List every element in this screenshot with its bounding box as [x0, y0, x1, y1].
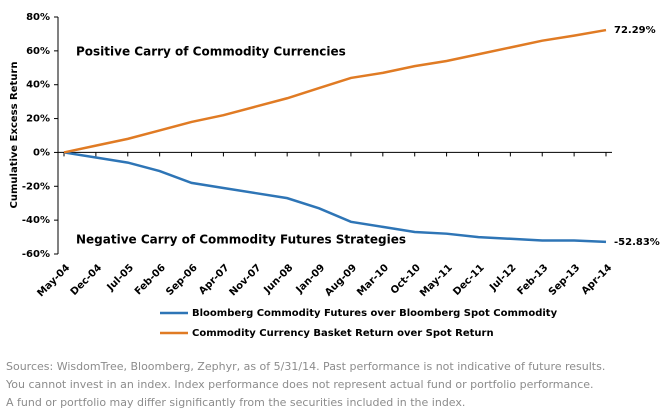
x-tick-label: May-04 — [35, 262, 72, 299]
y-axis-title: Cumulative Excess Return — [9, 62, 20, 209]
y-tick-label: 40% — [26, 80, 50, 91]
y-tick-label: 20% — [26, 114, 50, 125]
y-tick-label: -40% — [22, 215, 50, 226]
x-tick-label: Sep-13 — [547, 262, 583, 298]
footnote: A fund or portfolio may differ significa… — [6, 396, 465, 409]
legend-label: Bloomberg Commodity Futures over Bloombe… — [192, 308, 558, 319]
legend-label: Commodity Currency Basket Return over Sp… — [192, 328, 494, 339]
y-tick-label: 60% — [26, 46, 50, 57]
y-tick-label: -60% — [22, 249, 50, 260]
x-tick-label: Aug-09 — [323, 262, 359, 298]
line — [63, 28, 607, 154]
x-tick-label: Sep-06 — [164, 262, 200, 298]
annotation: Negative Carry of Commodity Futures Stra… — [76, 233, 406, 247]
x-tick-label: Apr-07 — [197, 262, 232, 297]
x-tick-label: May-11 — [418, 262, 455, 299]
x-tick-label: Jul-12 — [487, 262, 518, 293]
y-tick-label: 80% — [26, 12, 50, 23]
footnote: Sources: WisdomTree, Bloomberg, Zephyr, … — [6, 360, 605, 373]
x-tick-label: Feb-06 — [133, 262, 168, 297]
x-tick-label: Apr-14 — [580, 262, 615, 297]
y-tick-label: 0% — [33, 147, 50, 158]
annotation: Positive Carry of Commodity Currencies — [76, 45, 346, 59]
x-tick-label: Mar-10 — [355, 262, 391, 298]
x-tick-label: Jul-05 — [105, 262, 136, 293]
x-tick-label: Jun-08 — [261, 262, 295, 296]
x-tick-label: Nov-07 — [228, 262, 264, 298]
x-tick-label: Dec-04 — [69, 262, 104, 297]
data-label: 72.29% — [614, 25, 656, 36]
x-tick-label: Feb-13 — [516, 262, 551, 297]
y-tick-label: -20% — [22, 181, 50, 192]
data-label: -52.83% — [614, 237, 660, 248]
line — [63, 151, 607, 244]
x-tick-label: Dec-11 — [451, 262, 486, 297]
footnote: You cannot invest in an index. Index per… — [5, 378, 594, 391]
